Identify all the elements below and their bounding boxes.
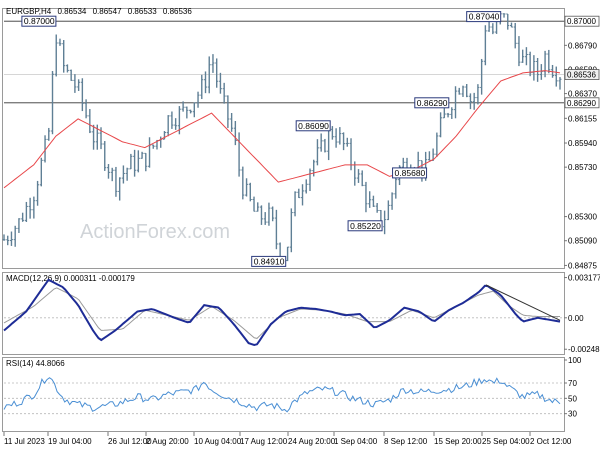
price-annotation-label: 0.85220 [350, 221, 381, 231]
time-tick-label: 19 Jul 04:00 [48, 437, 92, 446]
price-annotation-box [392, 167, 428, 179]
price-axis-marker [564, 15, 600, 27]
time-tick-label: 2 Oct 12:00 [530, 437, 572, 446]
price-y-tick-label: 0.85730 [568, 163, 597, 172]
price-y-tick-label: 0.85940 [568, 139, 597, 148]
price-annotation-box [251, 255, 287, 267]
time-tick-label: 17 Aug 12:00 [240, 437, 288, 446]
price-annotation-label: 0.87040 [469, 12, 500, 22]
price-axis-marker [564, 97, 600, 109]
macd-trendline [485, 284, 561, 321]
rsi-y-tick-label: 30 [568, 410, 577, 419]
price-annotation-box [347, 220, 383, 232]
price-y-tick-label: 0.86790 [568, 41, 597, 50]
moving-average-line [3, 70, 561, 189]
macd-panel: MACD(12,26,9) 0.000311 -0.000179 0.00317… [2, 272, 600, 355]
time-tick-label: 24 Aug 20:00 [288, 437, 336, 446]
price-y-tick-label: 0.85300 [568, 213, 597, 222]
time-tick-label: 1 Sep 04:00 [334, 437, 378, 446]
price-annotation-label: 0.86290 [417, 98, 448, 108]
ohlc-high: 0.86547 [93, 7, 122, 16]
rsi-panel: RSI(14) 44.8066 100 70 50 30 [2, 356, 582, 432]
rsi-y-tick-label: 50 [568, 394, 577, 403]
ohlc-close: 0.86536 [163, 7, 192, 16]
price-y-tick-label: 0.86155 [568, 114, 597, 123]
price-annotation-box [414, 97, 450, 109]
price-panel: ActionForex.com EURGBP,H4 0.86534 0.8654… [2, 7, 600, 270]
price-annotation-box [466, 11, 502, 23]
price-y-tick-label: 0.86370 [568, 90, 597, 99]
price-axis-marker-label: 0.86536 [567, 71, 596, 80]
price-annotation-label: 0.84910 [254, 256, 285, 266]
watermark: ActionForex.com [80, 221, 230, 243]
price-y-tick-label: 0.85090 [568, 237, 597, 246]
price-series [2, 12, 562, 266]
time-tick-label: 25 Sep 04:00 [482, 437, 530, 446]
price-annotation-label: 0.86090 [298, 121, 329, 131]
macd-y-tick-label: 0.003177 [568, 274, 600, 283]
rsi-y-tick-label: 100 [568, 356, 582, 365]
macd-y-tick-label: 0.00 [568, 314, 584, 323]
price-annotation-label: 0.85680 [395, 168, 426, 178]
time-tick-label: 15 Sep 20:00 [434, 437, 482, 446]
symbol-label: EURGBP,H4 [6, 7, 52, 16]
price-annotation-label: 0.87000 [24, 16, 55, 26]
time-axis: 11 Jul 2023 19 Jul 04:00 26 Jul 12:002 Aug… [3, 432, 572, 446]
macd-series [3, 278, 564, 347]
moving-average [3, 70, 561, 189]
price-annotations: 0.87000 0.84910 0.86090 0.85220 0.86290 0.856… [21, 11, 502, 267]
price-annotation-box [21, 15, 57, 27]
rsi-y-tick-label: 70 [568, 379, 577, 388]
macd-line [3, 278, 561, 347]
ohlc-open: 0.86534 [57, 7, 86, 16]
macd-y-tick-label: -0.002482 [568, 345, 600, 354]
price-panel-border [2, 8, 565, 269]
time-tick-label: 26 Jul 12:00 [108, 437, 152, 446]
time-tick-label: 11 Jul 2023 [4, 437, 45, 446]
time-tick-label: 8 Sep 12:00 [384, 437, 428, 446]
price-y-tick-label: 0.84875 [568, 261, 597, 270]
rsi-series [3, 377, 564, 415]
price-annotation-box [295, 120, 331, 132]
price-axis-marker-label: 0.86290 [567, 99, 596, 108]
macd-y-axis: 0.003177 0.00 -0.002482 [564, 274, 600, 354]
price-axis-marker-label: 0.87000 [567, 17, 596, 26]
time-tick-label: 10 Aug 04:00 [194, 437, 242, 446]
price-right-labels: 0.86536 0.86290 0.87000 [564, 15, 600, 109]
rsi-y-axis: 100 70 50 30 [564, 356, 582, 419]
time-tick-label: 2 Aug 20:00 [146, 437, 189, 446]
rsi-line [3, 377, 561, 413]
rsi-label: RSI(14) 44.8066 [6, 359, 65, 368]
price-symbol-label: EURGBP,H4 0.86534 0.86547 0.86533 0.8653… [6, 7, 192, 16]
rsi-panel-border [2, 357, 565, 432]
price-axis-marker [564, 69, 600, 80]
macd-panel-border [2, 272, 565, 355]
macd-label: MACD(12,26,9) 0.000311 -0.000179 [6, 274, 135, 283]
ohlc-low: 0.86533 [128, 7, 157, 16]
